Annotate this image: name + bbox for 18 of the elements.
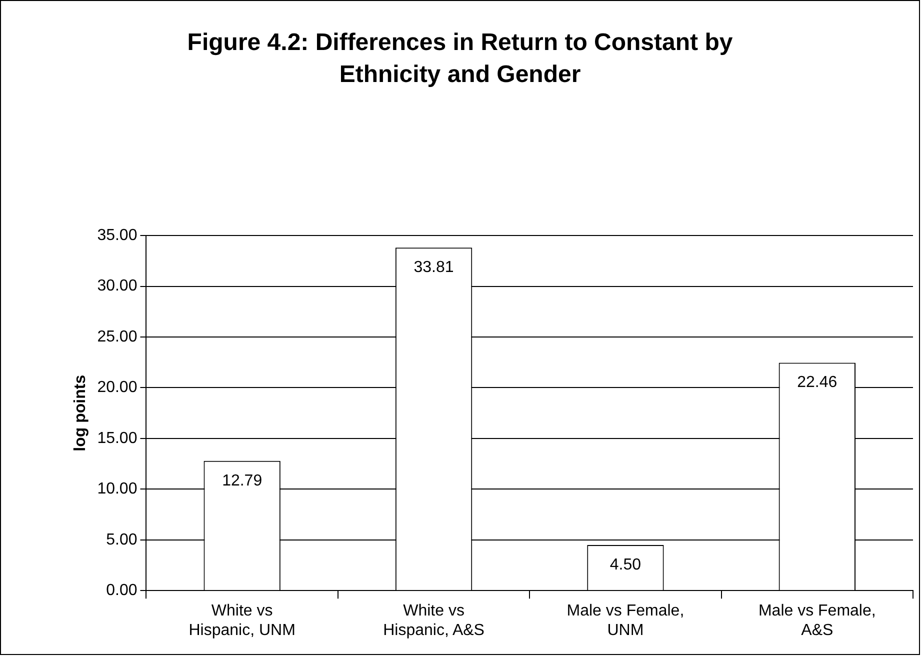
y-tick-label: 35.00 [97, 227, 138, 244]
y-tick-label: 0.00 [106, 582, 138, 600]
data-label: 33.81 [414, 259, 454, 276]
x-tick-label: White vs Hispanic, UNM [188, 602, 296, 639]
y-tick-label: 20.00 [97, 379, 138, 396]
data-label: 22.46 [797, 374, 838, 392]
x-tick-label: Male vs Female, A&S [758, 602, 876, 639]
data-label: 4.50 [610, 556, 642, 574]
y-tick-label: 25.00 [97, 328, 138, 346]
x-tick-label: Male vs Female, UNM [566, 602, 684, 639]
y-axis-title: log points [72, 374, 90, 452]
y-tick-label: 15.00 [97, 430, 138, 447]
x-tick-label: White vs Hispanic, A&S [383, 602, 484, 639]
y-tick-label: 10.00 [97, 480, 138, 498]
y-tick-label: 5.00 [106, 531, 138, 548]
data-label: 12.79 [222, 472, 262, 490]
chart-title: Figure 4.2: Differences in Return to Constant by Ethnicity and Gender [186, 28, 734, 90]
y-tick-label: 30.00 [97, 278, 138, 295]
